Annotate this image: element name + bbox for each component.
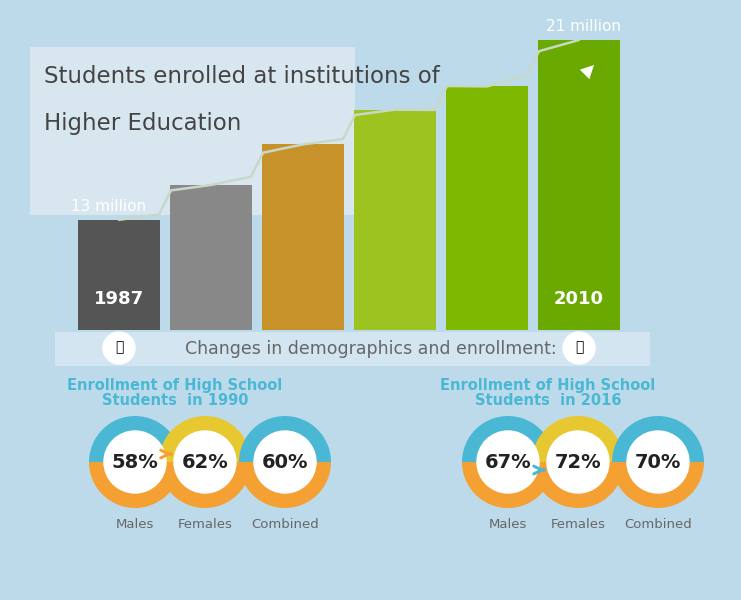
Circle shape [627,431,689,493]
Text: Enrollment of High School: Enrollment of High School [67,378,282,393]
Text: Males: Males [116,518,154,531]
Wedge shape [239,416,331,462]
Wedge shape [612,416,704,462]
Text: 67%: 67% [485,452,531,472]
Text: Students  in 1990: Students in 1990 [102,393,248,408]
Wedge shape [462,462,554,508]
Bar [538,40,620,330]
Text: Enrollment of High School: Enrollment of High School [440,378,656,393]
Circle shape [174,431,236,493]
Circle shape [103,332,135,364]
Circle shape [547,431,609,493]
Text: 62%: 62% [182,452,228,472]
Bar [354,110,436,330]
Text: 58%: 58% [112,452,159,472]
Text: Males: Males [489,518,527,531]
Text: Students enrolled at institutions of: Students enrolled at institutions of [44,65,439,88]
Wedge shape [612,462,704,508]
Wedge shape [532,416,624,462]
Text: 60%: 60% [262,452,308,472]
Wedge shape [462,416,554,462]
Circle shape [104,431,166,493]
Text: 💡: 💡 [115,340,123,354]
Wedge shape [239,462,331,508]
FancyBboxPatch shape [30,47,355,215]
Bar [262,145,344,330]
Text: Higher Education: Higher Education [44,112,242,135]
Bar [78,220,160,330]
Wedge shape [159,416,251,462]
Wedge shape [89,416,181,462]
Text: Changes in demographics and enrollment:: Changes in demographics and enrollment: [185,340,556,358]
FancyBboxPatch shape [55,332,650,366]
Text: Females: Females [551,518,605,531]
Wedge shape [89,462,181,508]
Text: Combined: Combined [624,518,692,531]
Wedge shape [532,462,624,508]
Text: Combined: Combined [251,518,319,531]
Circle shape [563,332,595,364]
Wedge shape [159,462,251,508]
Text: 13 million: 13 million [71,199,147,214]
Text: 72%: 72% [555,452,601,472]
Text: 70%: 70% [635,452,681,472]
Bar [446,86,528,330]
Bar [170,185,252,330]
Text: Students  in 2016: Students in 2016 [475,393,621,408]
Text: 1987: 1987 [94,290,144,308]
Circle shape [477,431,539,493]
Text: 🚀: 🚀 [575,340,583,354]
Circle shape [254,431,316,493]
Text: Females: Females [178,518,233,531]
Text: 2010: 2010 [554,290,604,308]
Text: 21 million: 21 million [547,19,622,34]
